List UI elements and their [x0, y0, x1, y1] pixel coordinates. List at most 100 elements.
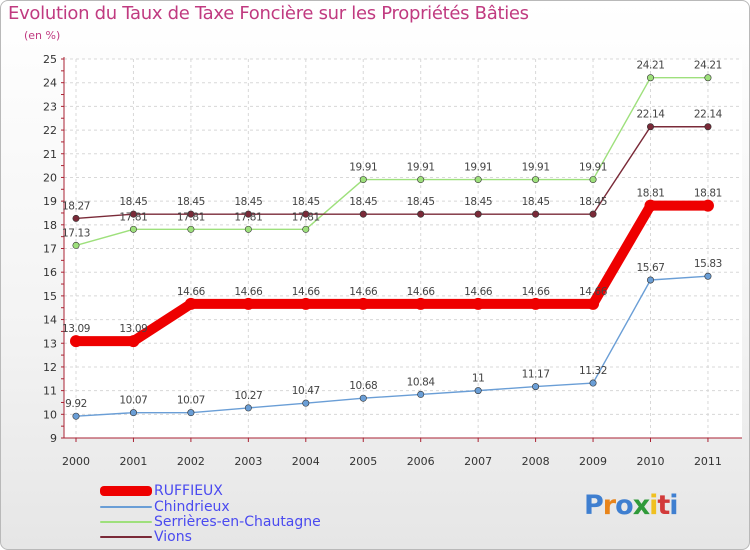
legend-swatch-chindrieux — [100, 506, 152, 508]
data-point-serrieres — [129, 225, 137, 233]
data-label-chindrieux: 10.84 — [407, 376, 436, 388]
data-point-vions — [244, 210, 252, 218]
x-tick-label: 2006 — [407, 455, 435, 468]
data-label-vions: 18.45 — [177, 196, 205, 208]
data-point-vions — [359, 210, 367, 218]
data-point-ruffieux — [357, 297, 370, 310]
data-label-serrieres: 17.81 — [292, 211, 320, 223]
legend-label-serrieres: Serrières-en-Chautagne — [154, 514, 321, 530]
series-line-vions — [75, 126, 709, 220]
y-tick-label: 23 — [43, 100, 57, 113]
data-point-serrieres — [72, 241, 80, 249]
data-point-vions — [302, 210, 310, 218]
y-tick-label: 22 — [43, 124, 57, 137]
data-point-ruffieux — [587, 297, 600, 310]
data-label-chindrieux: 9.92 — [65, 398, 87, 410]
data-label-serrieres: 19.91 — [522, 162, 550, 174]
data-label-ruffieux: 14.66 — [522, 286, 551, 298]
x-tick-label: 2011 — [694, 455, 722, 468]
y-tick-label: 11 — [43, 385, 57, 398]
data-label-ruffieux: 13.09 — [119, 323, 147, 335]
data-point-vions — [646, 123, 654, 131]
data-label-vions: 18.45 — [119, 196, 147, 208]
data-label-serrieres: 17.81 — [177, 211, 205, 223]
data-label-vions: 18.45 — [292, 196, 320, 208]
y-tick-label: 20 — [43, 171, 57, 184]
data-point-chindrieux — [129, 409, 137, 417]
legend-item-vions: Vions — [100, 529, 192, 545]
y-tick-label: 14 — [43, 314, 57, 327]
x-tick-label: 2002 — [177, 455, 205, 468]
legend-label-ruffieux: RUFFIEUX — [154, 483, 223, 499]
series-line-chindrieux — [75, 275, 709, 417]
data-point-serrieres — [244, 225, 252, 233]
x-tick-label: 2008 — [522, 455, 550, 468]
x-tick-label: 2000 — [62, 455, 90, 468]
y-tick-label: 9 — [50, 432, 57, 445]
logo-letter: x — [632, 490, 650, 521]
data-label-chindrieux: 11.32 — [579, 365, 607, 377]
data-label-serrieres: 19.91 — [349, 162, 377, 174]
data-point-ruffieux — [529, 297, 542, 310]
data-label-ruffieux: 14.66 — [234, 286, 263, 298]
series-line-ruffieux — [71, 200, 713, 347]
data-point-vions — [704, 123, 712, 131]
data-point-chindrieux — [359, 394, 367, 402]
logo-letter: i — [669, 490, 678, 521]
data-label-chindrieux: 10.07 — [177, 395, 205, 407]
data-point-chindrieux — [532, 383, 540, 391]
y-tick-label: 24 — [43, 77, 57, 90]
logo-letter: i — [649, 490, 658, 521]
data-label-vions: 18.27 — [62, 200, 90, 212]
x-tick-label: 2009 — [579, 455, 607, 468]
legend-label-vions: Vions — [154, 529, 192, 545]
data-point-ruffieux — [414, 297, 427, 310]
data-label-chindrieux: 15.67 — [636, 262, 664, 274]
data-label-vions: 18.45 — [522, 196, 550, 208]
data-label-serrieres: 17.13 — [62, 227, 90, 239]
data-label-chindrieux: 10.27 — [234, 390, 262, 402]
logo-letter: r — [602, 490, 616, 521]
data-label-chindrieux: 11 — [472, 373, 485, 385]
legend-item-ruffieux: RUFFIEUX — [100, 483, 223, 499]
data-point-serrieres — [704, 74, 712, 82]
data-point-chindrieux — [704, 272, 712, 280]
y-tick-label: 10 — [43, 408, 57, 421]
data-label-vions: 22.14 — [694, 109, 723, 121]
data-point-ruffieux — [472, 297, 485, 310]
data-label-vions: 18.45 — [464, 196, 492, 208]
data-point-serrieres — [417, 176, 425, 184]
data-label-ruffieux: 14.66 — [464, 286, 493, 298]
data-label-ruffieux: 14.66 — [292, 286, 321, 298]
data-label-chindrieux: 15.83 — [694, 258, 722, 270]
data-label-ruffieux: 14.66 — [177, 286, 206, 298]
data-label-chindrieux: 10.47 — [292, 385, 320, 397]
data-point-serrieres — [302, 225, 310, 233]
data-point-chindrieux — [417, 390, 425, 398]
data-point-vions — [417, 210, 425, 218]
legend-label-chindrieux: Chindrieux — [154, 499, 230, 515]
data-point-vions — [589, 210, 597, 218]
x-tick-label: 2001 — [119, 455, 147, 468]
data-label-vions: 18.45 — [349, 196, 377, 208]
data-point-ruffieux — [70, 335, 82, 348]
x-tick-label: 2003 — [234, 455, 262, 468]
data-point-serrieres — [589, 176, 597, 184]
data-point-ruffieux — [701, 199, 714, 212]
data-point-chindrieux — [646, 276, 654, 284]
x-tick-label: 2007 — [464, 455, 492, 468]
data-point-vions — [532, 210, 540, 218]
data-point-chindrieux — [302, 399, 310, 407]
data-point-serrieres — [359, 176, 367, 184]
data-point-chindrieux — [244, 404, 252, 412]
legend-swatch-ruffieux — [100, 486, 152, 496]
data-label-serrieres: 19.91 — [464, 162, 492, 174]
chart-title: Evolution du Taux de Taxe Foncière sur l… — [8, 3, 529, 24]
data-label-serrieres: 19.91 — [579, 162, 607, 174]
data-label-ruffieux: 18.81 — [694, 188, 722, 200]
data-label-serrieres: 17.81 — [119, 211, 147, 223]
y-tick-label: 15 — [43, 290, 57, 303]
data-label-chindrieux: 10.68 — [349, 380, 377, 392]
y-tick-label: 18 — [43, 219, 57, 232]
data-label-vions: 18.45 — [407, 196, 435, 208]
